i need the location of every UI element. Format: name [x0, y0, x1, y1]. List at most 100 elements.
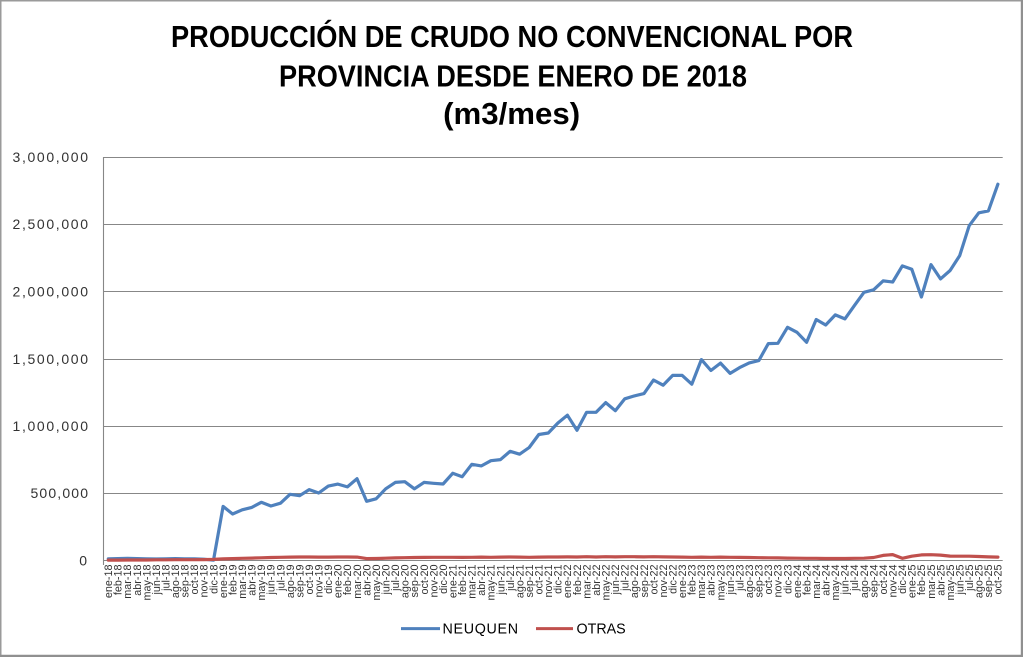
svg-text:dic-18: dic-18 — [208, 565, 220, 594]
svg-text:3,000,000: 3,000,000 — [13, 149, 89, 165]
svg-text:feb-19: feb-19 — [227, 565, 239, 596]
svg-text:dic-20: dic-20 — [438, 565, 450, 594]
svg-text:jun-18: jun-18 — [151, 565, 163, 596]
svg-text:ago-20: ago-20 — [400, 565, 412, 599]
svg-text:oct-22: oct-22 — [648, 565, 660, 595]
svg-text:dic-24: dic-24 — [897, 565, 909, 594]
svg-text:ago-25: ago-25 — [974, 565, 986, 599]
svg-text:ene-18: ene-18 — [103, 565, 115, 599]
svg-text:dic-23: dic-23 — [782, 565, 794, 594]
svg-text:ene-22: ene-22 — [562, 565, 574, 599]
svg-text:jun-22: jun-22 — [610, 565, 622, 596]
svg-text:may-23: may-23 — [715, 565, 727, 601]
svg-text:nov-20: nov-20 — [428, 565, 440, 598]
svg-text:jul-18: jul-18 — [161, 565, 173, 592]
svg-text:may-24: may-24 — [830, 565, 842, 601]
svg-text:ene-19: ene-19 — [218, 565, 230, 599]
svg-text:oct-24: oct-24 — [878, 565, 890, 595]
svg-text:jun-25: jun-25 — [955, 565, 967, 596]
svg-text:1,000,000: 1,000,000 — [13, 418, 89, 434]
svg-text:ene-23: ene-23 — [677, 565, 689, 599]
svg-text:OTRAS: OTRAS — [577, 622, 626, 638]
svg-text:feb-25: feb-25 — [916, 565, 928, 596]
svg-text:jul-22: jul-22 — [620, 565, 632, 592]
svg-text:sep-22: sep-22 — [639, 565, 651, 598]
svg-text:abr-25: abr-25 — [935, 565, 947, 596]
svg-text:mar-21: mar-21 — [467, 565, 479, 599]
svg-text:ene-24: ene-24 — [792, 565, 804, 599]
svg-text:feb-21: feb-21 — [457, 565, 469, 596]
svg-text:500,000: 500,000 — [31, 485, 89, 501]
svg-text:abr-23: abr-23 — [706, 565, 718, 596]
svg-text:jul-23: jul-23 — [734, 565, 746, 592]
svg-text:feb-20: feb-20 — [342, 565, 354, 596]
svg-text:dic-19: dic-19 — [323, 565, 335, 594]
svg-text:jun-21: jun-21 — [495, 565, 507, 596]
svg-text:jul-20: jul-20 — [390, 565, 402, 592]
svg-text:abr-19: abr-19 — [247, 565, 259, 596]
svg-text:1,500,000: 1,500,000 — [13, 351, 89, 367]
svg-text:oct-20: oct-20 — [419, 565, 431, 595]
svg-text:ene-25: ene-25 — [907, 565, 919, 599]
svg-text:0: 0 — [79, 553, 87, 569]
svg-text:sep-18: sep-18 — [180, 565, 192, 598]
svg-text:mar-19: mar-19 — [237, 565, 249, 599]
svg-text:(m3/mes): (m3/mes) — [443, 96, 580, 131]
svg-text:dic-21: dic-21 — [553, 565, 565, 594]
svg-text:jul-24: jul-24 — [849, 565, 861, 592]
svg-text:feb-18: feb-18 — [113, 565, 125, 596]
svg-text:mar-23: mar-23 — [696, 565, 708, 599]
svg-text:ago-23: ago-23 — [744, 565, 756, 599]
svg-text:oct-18: oct-18 — [189, 565, 201, 595]
svg-text:sep-21: sep-21 — [524, 565, 536, 598]
svg-text:nov-21: nov-21 — [543, 565, 555, 598]
svg-text:mar-25: mar-25 — [926, 565, 938, 599]
svg-text:PROVINCIA DESDE ENERO DE 2018: PROVINCIA DESDE ENERO DE 2018 — [279, 58, 747, 93]
svg-text:jun-20: jun-20 — [381, 565, 393, 596]
svg-text:may-19: may-19 — [256, 565, 268, 601]
svg-text:ago-24: ago-24 — [859, 565, 871, 599]
svg-text:jul-21: jul-21 — [505, 565, 517, 592]
svg-text:mar-20: mar-20 — [352, 565, 364, 599]
svg-text:abr-21: abr-21 — [476, 565, 488, 596]
svg-text:abr-20: abr-20 — [361, 565, 373, 596]
svg-text:abr-22: abr-22 — [591, 565, 603, 596]
svg-text:NEUQUEN: NEUQUEN — [443, 622, 519, 638]
svg-text:nov-23: nov-23 — [773, 565, 785, 598]
svg-text:ago-21: ago-21 — [514, 565, 526, 599]
svg-text:dic-22: dic-22 — [668, 565, 680, 594]
svg-text:may-20: may-20 — [371, 565, 383, 601]
svg-text:jun-23: jun-23 — [725, 565, 737, 596]
svg-text:feb-24: feb-24 — [801, 565, 813, 596]
svg-text:PRODUCCIÓN DE CRUDO NO CONVENC: PRODUCCIÓN DE CRUDO NO CONVENCIONAL POR — [171, 18, 853, 54]
svg-text:oct-25: oct-25 — [993, 565, 1005, 595]
svg-text:ene-21: ene-21 — [448, 565, 460, 599]
svg-text:mar-18: mar-18 — [122, 565, 134, 599]
svg-text:sep-23: sep-23 — [754, 565, 766, 598]
svg-text:oct-21: oct-21 — [534, 565, 546, 595]
svg-text:may-22: may-22 — [601, 565, 613, 601]
svg-text:may-25: may-25 — [945, 565, 957, 601]
svg-text:2,500,000: 2,500,000 — [13, 216, 89, 232]
svg-text:nov-19: nov-19 — [314, 565, 326, 598]
svg-text:oct-19: oct-19 — [304, 565, 316, 595]
svg-text:jun-24: jun-24 — [840, 565, 852, 596]
svg-text:ago-18: ago-18 — [170, 565, 182, 599]
svg-text:jun-19: jun-19 — [266, 565, 278, 596]
svg-text:feb-23: feb-23 — [687, 565, 699, 596]
svg-text:jul-19: jul-19 — [275, 565, 287, 592]
svg-text:jul-25: jul-25 — [964, 565, 976, 592]
svg-text:sep-24: sep-24 — [868, 565, 880, 598]
svg-text:sep-19: sep-19 — [294, 565, 306, 598]
svg-text:abr-24: abr-24 — [821, 565, 833, 596]
svg-text:oct-23: oct-23 — [763, 565, 775, 595]
svg-text:feb-22: feb-22 — [572, 565, 584, 596]
svg-text:abr-18: abr-18 — [132, 565, 144, 596]
svg-text:nov-22: nov-22 — [658, 565, 670, 598]
svg-text:2,000,000: 2,000,000 — [13, 284, 89, 300]
svg-text:mar-22: mar-22 — [581, 565, 593, 599]
svg-text:nov-18: nov-18 — [199, 565, 211, 598]
svg-text:sep-20: sep-20 — [409, 565, 421, 598]
svg-text:ene-20: ene-20 — [333, 565, 345, 599]
svg-text:may-18: may-18 — [141, 565, 153, 601]
